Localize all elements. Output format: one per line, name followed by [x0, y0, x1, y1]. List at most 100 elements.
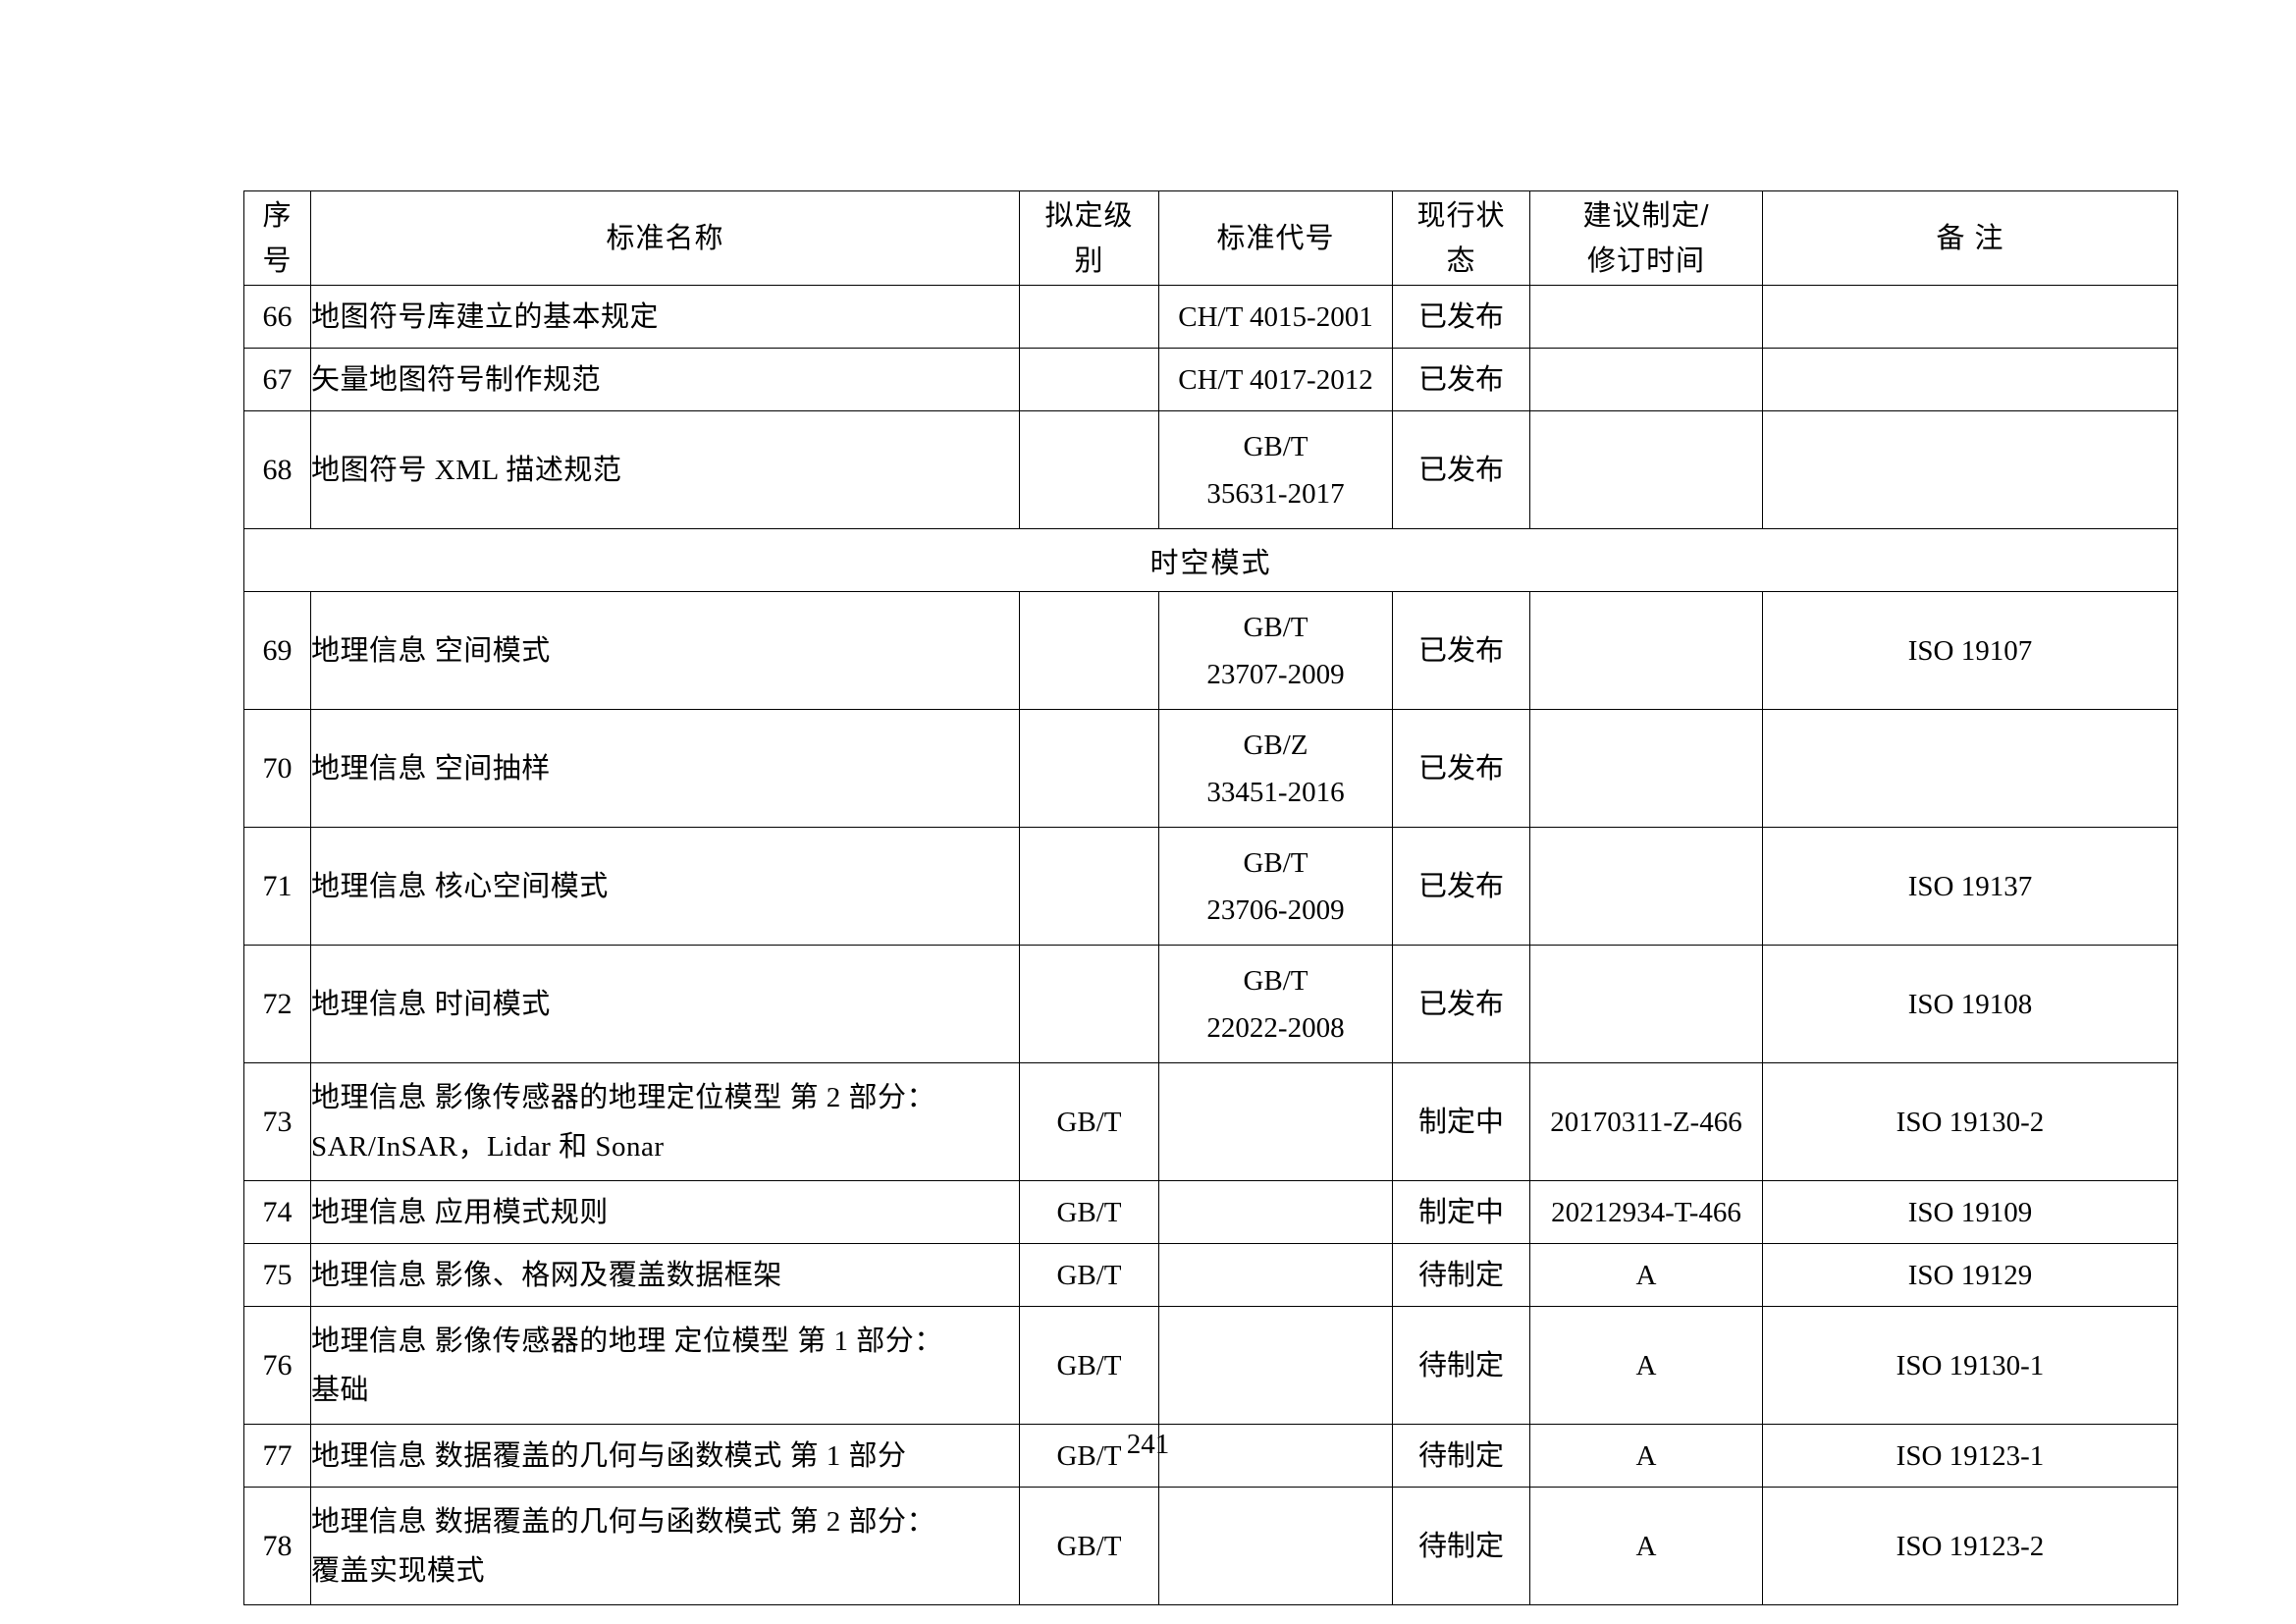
table-row: 69 地理信息 空间模式 GB/T 23707-2009 已发布 ISO 19107 [243, 591, 2178, 710]
header-line: 号 [262, 244, 293, 277]
cell-standard-code: GB/T 35631-2017 [1158, 410, 1393, 529]
cell-current-status: 待制定 [1392, 1243, 1530, 1307]
cell-standard-name: 地理信息 时间模式 [310, 945, 1020, 1063]
cell-current-status: 已发布 [1392, 348, 1530, 411]
cell-line: 22022-2008 [1206, 1011, 1345, 1044]
table-row: 78 地理信息 数据覆盖的几何与函数模式 第 2 部分： 覆盖实现模式 GB/T 待制定… [243, 1487, 2178, 1605]
cell-standard-name: 地理信息 影像传感器的地理定位模型 第 2 部分： SAR/InSAR，Lidar… [310, 1062, 1020, 1181]
cell-sequence: 73 [243, 1062, 311, 1181]
cell-proposed-time: A [1529, 1487, 1763, 1605]
cell-remark: ISO 19130-2 [1762, 1062, 2178, 1181]
cell-standard-code: CH/T 4017-2012 [1158, 348, 1393, 411]
cell-standard-name: 地理信息 核心空间模式 [310, 827, 1020, 946]
table-row: 73 地理信息 影像传感器的地理定位模型 第 2 部分： SAR/InSAR，Lid… [243, 1062, 2178, 1181]
cell-proposed-time: A [1529, 1243, 1763, 1307]
cell-line: GB/Z [1243, 729, 1308, 761]
cell-proposed-level: GB/T [1019, 1180, 1159, 1244]
header-line: 态 [1446, 244, 1476, 277]
cell-line: GB/T [1243, 846, 1308, 879]
cell-proposed-level [1019, 348, 1159, 411]
cell-remark: ISO 19130-1 [1762, 1306, 2178, 1425]
cell-proposed-level [1019, 945, 1159, 1063]
cell-standard-name: 地图符号库建立的基本规定 [310, 285, 1020, 349]
column-header-current-status: 现行状 态 [1392, 190, 1530, 286]
cell-standard-code: GB/T 23706-2009 [1158, 827, 1393, 946]
cell-proposed-time: A [1529, 1306, 1763, 1425]
cell-proposed-time: 20212934-T-466 [1529, 1180, 1763, 1244]
standards-table: 序 号 标准名称 拟定级 别 标准代号 现行状 态 [243, 190, 2178, 1605]
cell-standard-code [1158, 1180, 1393, 1244]
header-line: 备 注 [1936, 222, 2004, 254]
cell-line: 地图符号库建立的基本规定 [311, 300, 660, 333]
cell-standard-name: 地理信息 应用模式规则 [310, 1180, 1020, 1244]
standards-table-container: 序 号 标准名称 拟定级 别 标准代号 现行状 态 [243, 190, 2178, 1605]
table-body: 66 地图符号库建立的基本规定 CH/T 4015-2001 已发布 67 矢量地图符号制… [243, 285, 2178, 1605]
cell-proposed-time [1529, 591, 1763, 710]
cell-standard-name: 地理信息 空间模式 [310, 591, 1020, 710]
column-header-proposed-time: 建议制定/ 修订时间 [1529, 190, 1763, 286]
cell-remark: ISO 19129 [1762, 1243, 2178, 1307]
cell-sequence: 78 [243, 1487, 311, 1605]
cell-sequence: 77 [243, 1424, 311, 1488]
cell-current-status: 制定中 [1392, 1180, 1530, 1244]
cell-proposed-time [1529, 709, 1763, 828]
column-header-standard-code: 标准代号 [1158, 190, 1393, 286]
column-header-remark: 备 注 [1762, 190, 2178, 286]
cell-line: 地理信息 影像、格网及覆盖数据框架 [311, 1259, 782, 1291]
cell-line: 23707-2009 [1206, 658, 1345, 690]
cell-standard-name: 地理信息 影像、格网及覆盖数据框架 [310, 1243, 1020, 1307]
cell-remark: ISO 19137 [1762, 827, 2178, 946]
cell-line: 地理信息 核心空间模式 [311, 870, 609, 902]
table-row: 71 地理信息 核心空间模式 GB/T 23706-2009 已发布 ISO 19137 [243, 827, 2178, 946]
cell-sequence: 74 [243, 1180, 311, 1244]
page-number: 241 [1126, 1429, 1170, 1460]
cell-proposed-time [1529, 348, 1763, 411]
cell-standard-code: GB/T 22022-2008 [1158, 945, 1393, 1063]
cell-remark [1762, 410, 2178, 529]
cell-sequence: 67 [243, 348, 311, 411]
cell-line: 地图符号 XML 描述规范 [311, 454, 622, 486]
cell-standard-name: 地理信息 影像传感器的地理 定位模型 第 1 部分： 基础 [310, 1306, 1020, 1425]
table-row: 72 地理信息 时间模式 GB/T 22022-2008 已发布 ISO 19108 [243, 945, 2178, 1063]
cell-remark: ISO 19123-2 [1762, 1487, 2178, 1605]
table-row: 67 矢量地图符号制作规范 CH/T 4017-2012 已发布 [243, 348, 2178, 411]
cell-line: 矢量地图符号制作规范 [311, 363, 602, 396]
cell-line: 地理信息 数据覆盖的几何与函数模式 第 2 部分： [311, 1505, 936, 1538]
header-line: 拟定级 [1044, 199, 1134, 232]
cell-remark [1762, 709, 2178, 828]
header-line: 序 [262, 199, 293, 232]
cell-current-status: 已发布 [1392, 591, 1530, 710]
cell-line: CH/T 4017-2012 [1178, 363, 1373, 396]
cell-standard-name: 地理信息 数据覆盖的几何与函数模式 第 2 部分： 覆盖实现模式 [310, 1487, 1020, 1605]
cell-proposed-level: GB/T [1019, 1487, 1159, 1605]
cell-current-status: 待制定 [1392, 1487, 1530, 1605]
header-line: 现行状 [1416, 199, 1506, 232]
cell-sequence: 68 [243, 410, 311, 529]
cell-proposed-level [1019, 285, 1159, 349]
cell-sequence: 75 [243, 1243, 311, 1307]
table-row: 76 地理信息 影像传感器的地理 定位模型 第 1 部分： 基础 GB/T 待制定 A IS… [243, 1306, 2178, 1425]
table-row: 70 地理信息 空间抽样 GB/Z 33451-2016 已发布 [243, 709, 2178, 828]
header-line: 建议制定/ [1582, 199, 1710, 232]
cell-standard-code [1158, 1306, 1393, 1425]
cell-line: 地理信息 应用模式规则 [311, 1196, 609, 1228]
cell-proposed-time [1529, 827, 1763, 946]
cell-proposed-time: 20170311-Z-466 [1529, 1062, 1763, 1181]
cell-proposed-level [1019, 591, 1159, 710]
cell-line: 地理信息 空间模式 [311, 634, 551, 667]
cell-current-status: 制定中 [1392, 1062, 1530, 1181]
cell-sequence: 71 [243, 827, 311, 946]
cell-line: 33451-2016 [1206, 776, 1345, 808]
table-row: 66 地图符号库建立的基本规定 CH/T 4015-2001 已发布 [243, 285, 2178, 349]
cell-remark: ISO 19107 [1762, 591, 2178, 710]
header-line: 别 [1074, 244, 1104, 277]
table-row: 74 地理信息 应用模式规则 GB/T 制定中 20212934-T-466 ISO 19… [243, 1180, 2178, 1244]
cell-proposed-level [1019, 709, 1159, 828]
cell-proposed-level: GB/T [1019, 1062, 1159, 1181]
cell-line: 覆盖实现模式 [311, 1554, 486, 1587]
cell-proposed-time [1529, 410, 1763, 529]
cell-current-status: 已发布 [1392, 410, 1530, 529]
cell-line: 地理信息 影像传感器的地理 定位模型 第 1 部分： [311, 1325, 943, 1357]
cell-line: SAR/InSAR，Lidar 和 Sonar [311, 1130, 665, 1163]
